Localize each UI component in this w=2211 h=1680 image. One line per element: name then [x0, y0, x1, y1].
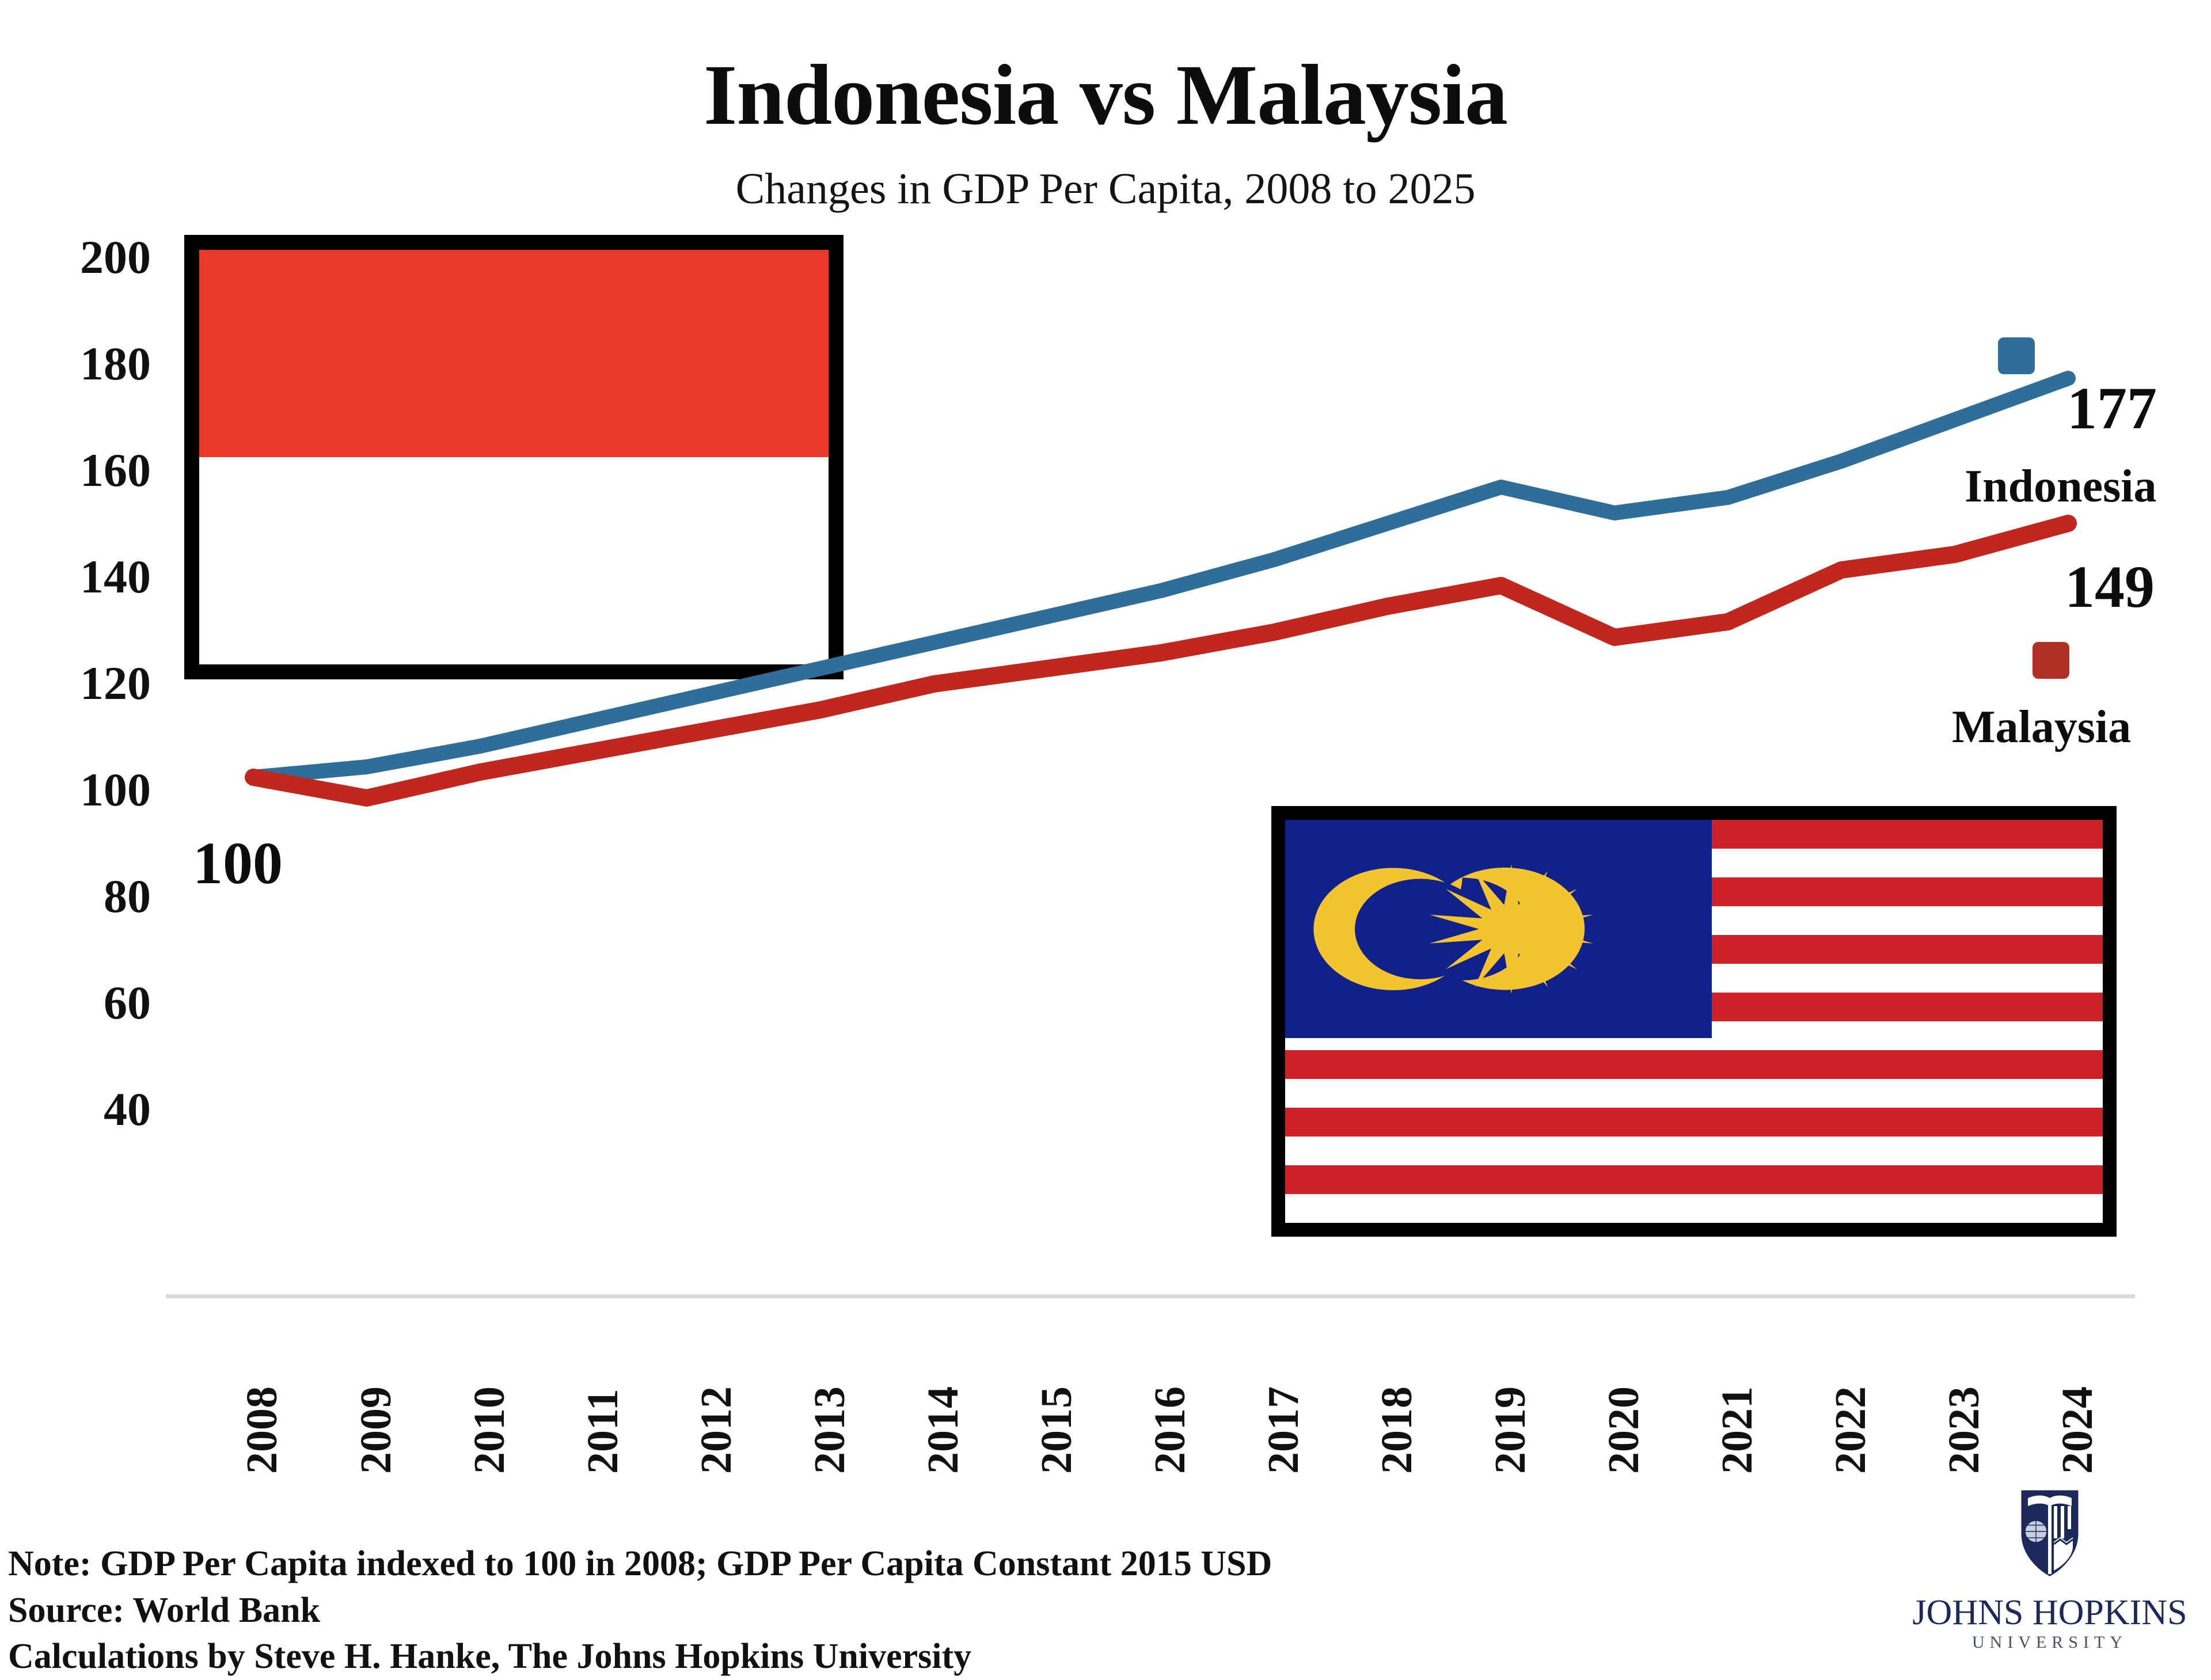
x-axis-tick-2015: 2015: [1032, 1386, 1081, 1474]
footnote-note: Note: GDP Per Capita indexed to 100 in 2…: [8, 1544, 1272, 1583]
indonesia-flag-white-band: [199, 457, 829, 664]
footnote: Note: GDP Per Capita indexed to 100 in 2…: [8, 1541, 1272, 1680]
malaysia-stripe: [1285, 1050, 2103, 1079]
x-axis-tick-2024: 2024: [2053, 1386, 2102, 1474]
start-value-label: 100: [193, 830, 283, 896]
x-axis-line: [166, 1294, 2135, 1298]
y-axis-tick-40: 40: [104, 1083, 151, 1135]
legend-label-indonesia: Indonesia: [1965, 461, 2157, 512]
shield-icon: [2021, 1490, 2079, 1576]
x-axis-tick-2016: 2016: [1146, 1386, 1194, 1474]
y-axis-tick-80: 80: [104, 870, 151, 922]
x-axis-tick-2010: 2010: [465, 1386, 514, 1474]
johns-hopkins-logo: JOHNS HOPKINS UNIVERSITY: [1906, 1487, 2194, 1659]
x-axis-tick-2017: 2017: [1259, 1386, 1308, 1474]
malaysia-flag: [1271, 806, 2117, 1237]
line-malaysia: [245, 515, 2077, 807]
y-axis-tick-120: 120: [80, 657, 151, 709]
malaysia-stripe: [1285, 1108, 2103, 1137]
footnote-calc: Calculations by Steve H. Hanke, The John…: [8, 1637, 972, 1677]
footnote-source: Source: World Bank: [8, 1590, 321, 1630]
malaysia-flag-canton: [1285, 820, 1712, 1039]
indonesia-flag: [184, 235, 844, 679]
crescent-star-icon: [1313, 864, 1593, 994]
x-axis-tick-2020: 2020: [1600, 1386, 1648, 1474]
legend-swatch-indonesia: [1998, 337, 2035, 374]
x-axis-tick-2023: 2023: [1940, 1386, 1988, 1474]
malaysia-end-value-label: 149: [2065, 554, 2155, 620]
y-axis-tick-60: 60: [104, 976, 151, 1029]
y-axis-tick-100: 100: [80, 763, 151, 816]
y-axis-tick-200: 200: [80, 231, 151, 283]
x-axis-tick-2014: 2014: [919, 1386, 967, 1474]
malaysia-stripe: [1285, 1165, 2103, 1194]
jhu-sub-wordmark: UNIVERSITY: [1972, 1633, 2128, 1652]
x-axis-tick-2018: 2018: [1373, 1386, 1421, 1474]
x-axis-tick-2012: 2012: [692, 1386, 740, 1474]
chart-subtitle: Changes in GDP Per Capita, 2008 to 2025: [735, 165, 1476, 213]
x-axis-tick-2009: 2009: [352, 1386, 400, 1474]
x-axis-tick-2008: 2008: [238, 1386, 286, 1474]
x-axis-tick-2011: 2011: [579, 1389, 627, 1474]
indonesia-end-value-label: 177: [2067, 375, 2157, 442]
x-axis-tick-2013: 2013: [806, 1386, 854, 1474]
y-axis-tick-160: 160: [80, 444, 151, 496]
y-axis-tick-140: 140: [80, 550, 151, 603]
x-axis-tick-2019: 2019: [1486, 1386, 1534, 1474]
y-axis-tick-180: 180: [80, 337, 151, 390]
legend-label-malaysia: Malaysia: [1952, 702, 2132, 752]
x-axis-tick-2022: 2022: [1826, 1386, 1875, 1474]
jhu-wordmark: JOHNS HOPKINS: [1912, 1593, 2187, 1632]
legend-swatch-malaysia: [2033, 642, 2069, 679]
line-indonesia: [246, 371, 2076, 785]
indonesia-flag-red-band: [199, 250, 829, 457]
x-axis-tick-2021: 2021: [1713, 1386, 1761, 1474]
malaysia-flag-field: [1285, 820, 2103, 1223]
chart-title: Indonesia vs Malaysia: [704, 47, 1508, 143]
